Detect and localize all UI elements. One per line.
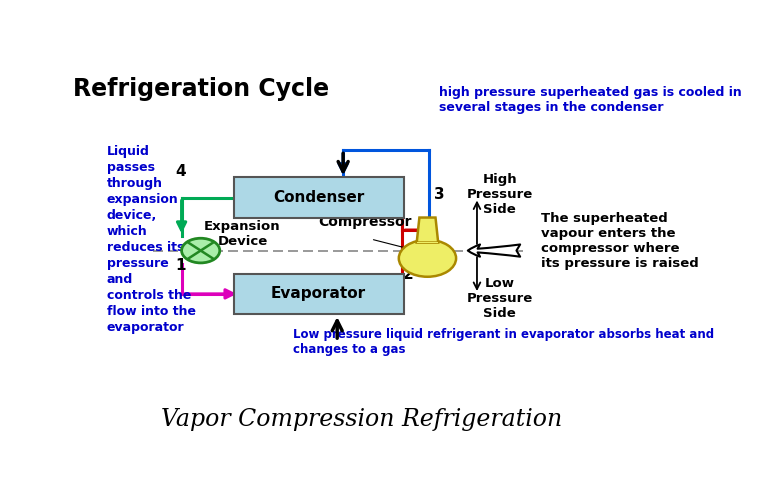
FancyBboxPatch shape [233, 178, 403, 218]
Text: Expansion
Device: Expansion Device [204, 220, 281, 248]
Circle shape [182, 238, 219, 263]
Text: 1: 1 [175, 258, 186, 273]
Text: Compressor: Compressor [318, 216, 411, 230]
Text: Low pressure liquid refrigerant in evaporator absorbs heat and
changes to a gas: Low pressure liquid refrigerant in evapo… [293, 328, 715, 355]
Text: Low
Pressure
Side: Low Pressure Side [467, 277, 533, 320]
Text: high pressure superheated gas is cooled in
several stages in the condenser: high pressure superheated gas is cooled … [440, 86, 742, 115]
Text: The superheated
vapour enters the
compressor where
its pressure is raised: The superheated vapour enters the compre… [541, 212, 698, 270]
FancyBboxPatch shape [417, 242, 438, 244]
Text: High
Pressure
Side: High Pressure Side [467, 174, 533, 216]
Text: Evaporator: Evaporator [271, 286, 366, 302]
Text: Vapor Compression Refrigeration: Vapor Compression Refrigeration [161, 408, 562, 432]
Text: Condenser: Condenser [273, 190, 364, 205]
Text: 4: 4 [175, 164, 186, 178]
Text: Liquid
passes
through
expansion
device,
which
reduces its
pressure
and
controls : Liquid passes through expansion device, … [107, 144, 196, 334]
Text: Refrigeration Cycle: Refrigeration Cycle [72, 77, 329, 101]
FancyBboxPatch shape [233, 274, 403, 314]
Text: 2: 2 [403, 268, 413, 282]
Text: 3: 3 [434, 186, 444, 202]
Circle shape [399, 240, 456, 277]
Polygon shape [417, 218, 438, 242]
